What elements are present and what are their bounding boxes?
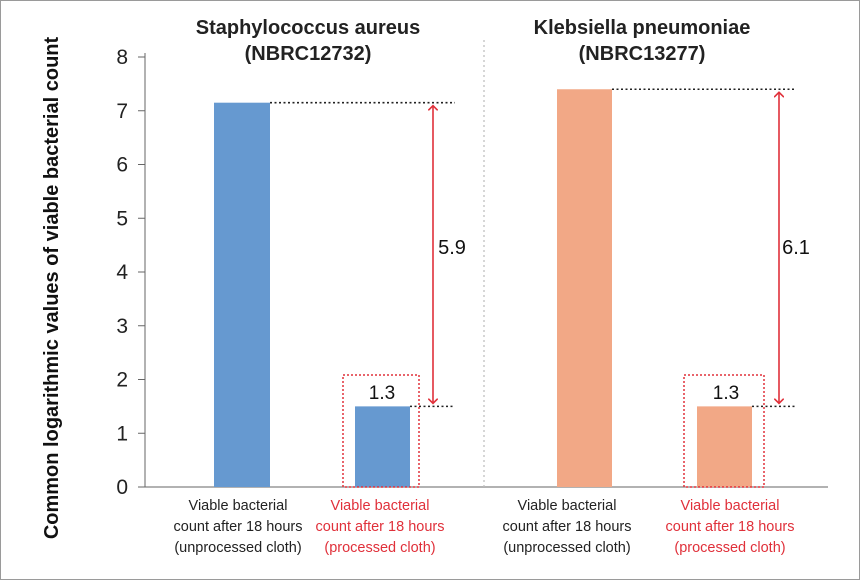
y-tick-label: 5 [116,207,128,230]
panel-title: Klebsiella pneumoniae [534,17,751,39]
category-label: count after 18 hours [316,519,445,535]
category-label: (unprocessed cloth) [503,540,630,556]
data-label: 1.3 [369,383,395,404]
y-tick-label: 1 [116,422,128,445]
highlight-box [342,374,420,488]
category-label: Viable bacterial [189,498,288,514]
highlight-box [683,374,765,488]
category-label: count after 18 hours [174,519,303,535]
category-label: count after 18 hours [503,519,632,535]
bar [355,406,410,487]
y-tick-label: 8 [116,46,128,69]
category-label: (processed cloth) [674,540,785,556]
difference-label: 5.9 [438,237,466,259]
category-label: count after 18 hours [666,519,795,535]
panel-2: Klebsiella pneumoniae (NBRC13277) 1.3 6.1 Vi… [503,17,810,556]
y-tick-label: 6 [116,154,128,177]
category-label: (unprocessed cloth) [174,540,301,556]
y-tick-label: 0 [116,476,128,499]
panel-1: Staphylococcus aureus (NBRC12732) 1.3 5.9 Vi… [174,17,466,556]
y-tick-label: 3 [116,315,128,338]
category-label: (processed cloth) [324,540,435,556]
y-axis-label: Common logarithmic values of viable bact… [41,36,63,539]
data-label: 1.3 [713,383,739,404]
category-label: Viable bacterial [331,498,430,514]
y-tick-label: 4 [116,261,128,284]
bar [214,102,270,487]
bar [697,406,752,487]
category-label: Viable bacterial [518,498,617,514]
bar [557,89,612,487]
panel-subtitle: (NBRC13277) [579,43,706,65]
y-tick-label: 2 [116,369,128,392]
y-tick-label: 7 [116,100,128,123]
panel-subtitle: (NBRC12732) [245,43,372,65]
category-label: Viable bacterial [681,498,780,514]
difference-label: 6.1 [782,237,810,259]
panel-title: Staphylococcus aureus [196,17,421,39]
